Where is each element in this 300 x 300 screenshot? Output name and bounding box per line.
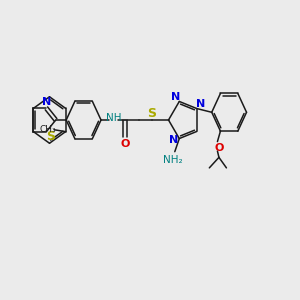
Text: N: N — [171, 92, 180, 102]
Text: N: N — [169, 135, 178, 146]
Text: O: O — [214, 142, 224, 153]
Text: N: N — [42, 97, 51, 106]
Text: O: O — [120, 139, 130, 148]
Text: S: S — [46, 130, 56, 142]
Text: N: N — [196, 99, 205, 109]
Text: S: S — [148, 107, 157, 120]
Text: NH₂: NH₂ — [164, 155, 183, 165]
Text: CH₃: CH₃ — [39, 125, 56, 134]
Text: NH: NH — [106, 113, 122, 123]
